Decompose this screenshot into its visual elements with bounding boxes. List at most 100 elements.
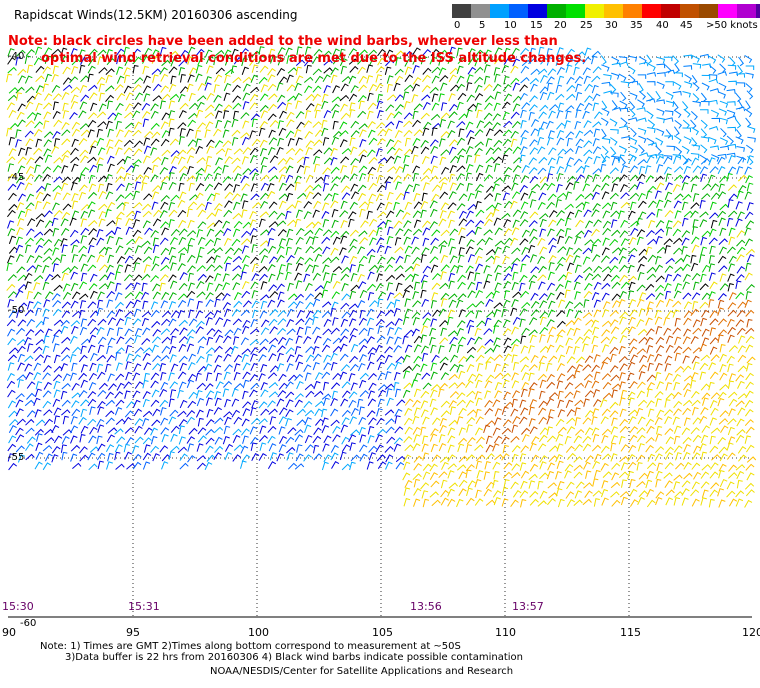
wind-barb [213, 247, 223, 254]
wind-barb [241, 348, 251, 355]
wind-barb [555, 470, 562, 480]
wind-barb [511, 47, 520, 56]
wind-barb [638, 211, 647, 220]
wind-barb [485, 204, 496, 211]
wind-barb [745, 262, 752, 272]
wind-barb [557, 354, 566, 363]
wind-barb [467, 409, 477, 416]
wind-barb [393, 292, 403, 299]
wind-barb [385, 454, 394, 463]
wind-barb [305, 236, 314, 245]
wind-barb [646, 388, 653, 398]
wind-barb [231, 65, 237, 74]
wind-barb [620, 219, 629, 228]
wind-barb [735, 274, 745, 282]
wind-barb [394, 147, 403, 156]
wind-barb [683, 328, 692, 337]
wind-barb [555, 454, 563, 463]
wind-barb [584, 490, 593, 498]
wind-barb [305, 191, 314, 200]
wind-barb [700, 451, 708, 461]
wind-barb [42, 201, 51, 210]
wind-barb [222, 302, 231, 310]
wind-barb [187, 362, 196, 371]
wind-barb [250, 113, 260, 121]
wind-barb [520, 345, 529, 354]
wind-barb [699, 415, 708, 424]
wind-barb [250, 256, 260, 265]
wind-barb [222, 175, 232, 183]
legend-swatch [471, 4, 490, 18]
wind-barb [466, 424, 473, 433]
wind-barb [367, 435, 375, 444]
wind-barb [493, 471, 500, 480]
wind-barb [512, 82, 520, 91]
wind-barb [277, 352, 284, 362]
wind-barb [375, 434, 383, 443]
wind-barb [42, 400, 52, 409]
wind-barb [150, 229, 159, 238]
wind-barb [160, 181, 168, 191]
wind-barb [43, 381, 52, 390]
wind-barb [458, 407, 467, 416]
wind-barb [512, 316, 521, 325]
wind-barb [593, 399, 602, 407]
wind-barb [260, 319, 270, 328]
wind-barb [150, 380, 159, 389]
wind-speed-legend: 0 5 10 15 20 25 30 35 40 45 >50 knots [452, 4, 760, 31]
wind-barb [484, 102, 493, 110]
wind-barb [728, 464, 737, 472]
wind-barb [115, 48, 125, 56]
wind-barb [34, 388, 42, 397]
wind-barb [366, 317, 375, 326]
wind-barb [367, 173, 374, 183]
wind-barb [286, 84, 296, 92]
wind-barb [231, 308, 241, 317]
wind-barb [745, 83, 753, 93]
wind-barb [80, 167, 90, 175]
wind-barb [394, 50, 404, 57]
wind-barb [565, 445, 575, 453]
wind-barb [431, 102, 440, 111]
wind-barb [745, 372, 754, 381]
wind-barb [44, 154, 53, 163]
wind-barb [654, 309, 662, 319]
wind-barb [107, 201, 116, 210]
wind-barb [493, 255, 500, 265]
wind-barb [134, 381, 144, 389]
wind-barb [412, 399, 421, 408]
wind-barb [35, 75, 45, 83]
wind-barb [123, 85, 132, 94]
wind-barb [519, 92, 528, 101]
wind-barb [368, 452, 376, 461]
wind-barb [359, 129, 367, 138]
wind-barb [656, 409, 665, 418]
wind-barb [520, 65, 530, 74]
wind-barb [663, 283, 672, 292]
wind-barb [511, 298, 519, 308]
wind-barb [512, 58, 521, 67]
wind-barb [565, 337, 573, 346]
wind-barb [15, 434, 25, 442]
wind-barb [474, 247, 484, 255]
wind-barb [323, 435, 332, 444]
wind-barb [124, 192, 134, 200]
wind-barb [692, 193, 700, 202]
wind-barb [323, 354, 331, 363]
wind-barb [358, 416, 367, 425]
wind-barb [735, 218, 743, 227]
wind-barb [556, 122, 566, 130]
wind-barb [375, 148, 383, 157]
wind-barb [222, 220, 231, 229]
wind-barb [169, 138, 179, 146]
wind-barb [366, 201, 374, 210]
wind-barb [638, 308, 646, 317]
wind-barb [412, 210, 422, 218]
wind-barb [466, 319, 475, 328]
wind-barb [447, 202, 457, 210]
wind-barb [177, 309, 185, 319]
wind-barb [207, 247, 217, 255]
wind-barb [591, 254, 601, 262]
wind-barb [556, 173, 564, 182]
wind-barb [474, 66, 484, 74]
